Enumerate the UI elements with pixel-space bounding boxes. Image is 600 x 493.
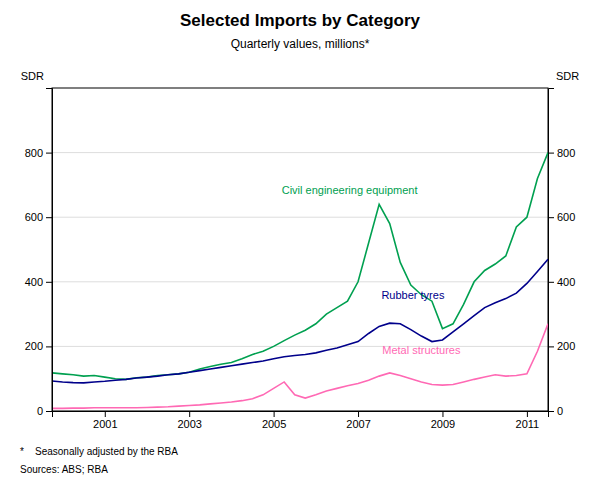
y-axis: 0 200 400 600 800 bbox=[25, 89, 53, 418]
series-line bbox=[52, 153, 548, 380]
series-line bbox=[52, 259, 548, 383]
annotation: Rubber tyres bbox=[381, 289, 444, 301]
y2-axis-label: SDR bbox=[556, 70, 579, 82]
tick-mark bbox=[46, 153, 52, 154]
grid bbox=[52, 153, 548, 411]
annotations: Civil engineering equipment Rubber tyres M… bbox=[282, 184, 461, 356]
y2-axis: 0 200 400 600 800 bbox=[548, 89, 575, 418]
tick: 2009 bbox=[431, 411, 455, 430]
tick: 400 bbox=[25, 276, 52, 288]
tick-label: 0 bbox=[37, 405, 43, 417]
footnote: Sources: ABS; RBA bbox=[20, 464, 108, 475]
footnote: * Seasonally adjusted by the RBA bbox=[20, 446, 178, 457]
tick-label: 2009 bbox=[431, 418, 455, 430]
tick: 2001 bbox=[93, 411, 117, 430]
tick: 0 bbox=[548, 405, 563, 417]
lines bbox=[52, 153, 548, 409]
grid-line bbox=[52, 346, 548, 347]
tick-mark bbox=[548, 282, 554, 283]
tick: 2007 bbox=[346, 411, 370, 430]
x-axis: 2001 2003 2005 2007 2009 2011 bbox=[53, 411, 549, 430]
tick-label: 200 bbox=[557, 340, 575, 352]
tick-mark bbox=[548, 346, 554, 347]
tick: 2003 bbox=[177, 411, 201, 430]
tick: 200 bbox=[25, 340, 52, 352]
tick-label: 400 bbox=[25, 276, 43, 288]
plot: 2001 2003 2005 2007 2009 2011 0 200 400 600 800 0 20… bbox=[21, 70, 580, 430]
tick: 2011 bbox=[516, 411, 540, 430]
tick: 2005 bbox=[262, 411, 286, 430]
tick: 600 bbox=[25, 211, 52, 223]
tick: 800 bbox=[548, 147, 575, 159]
tick-mark bbox=[105, 411, 106, 417]
tick-label: 200 bbox=[25, 340, 43, 352]
tick-mark bbox=[548, 153, 554, 154]
tick-mark bbox=[548, 217, 554, 218]
tick-label: 800 bbox=[25, 147, 43, 159]
tick-mark bbox=[189, 411, 190, 417]
plot-frame bbox=[52, 88, 548, 411]
grid-line bbox=[52, 152, 548, 153]
tick-label: 2001 bbox=[93, 418, 117, 430]
tick-mark bbox=[46, 346, 52, 347]
annotation: Civil engineering equipment bbox=[282, 184, 418, 196]
tick-mark bbox=[46, 217, 52, 218]
grid-line bbox=[52, 217, 548, 218]
tick-mark bbox=[527, 411, 528, 417]
series-line bbox=[52, 324, 548, 409]
tick-label: 600 bbox=[557, 211, 575, 223]
tick-mark bbox=[358, 411, 359, 417]
tick: 400 bbox=[548, 276, 575, 288]
axis-line bbox=[46, 89, 53, 412]
annotation: Metal structures bbox=[382, 344, 461, 356]
tick-mark bbox=[46, 282, 52, 283]
tick-label: 600 bbox=[25, 211, 43, 223]
tick-mark bbox=[442, 411, 443, 417]
axis-line bbox=[549, 89, 555, 412]
tick-label: 2007 bbox=[346, 418, 370, 430]
tick-mark bbox=[46, 411, 52, 412]
y-axis-label: SDR bbox=[21, 70, 44, 82]
tick: 600 bbox=[548, 211, 575, 223]
tick-label: 2005 bbox=[262, 418, 286, 430]
tick-mark bbox=[548, 411, 554, 412]
tick-label: 400 bbox=[557, 276, 575, 288]
tick: 200 bbox=[548, 340, 575, 352]
tick-label: 800 bbox=[557, 147, 575, 159]
subtitle: Quarterly values, millions* bbox=[231, 37, 370, 51]
tick-mark bbox=[274, 411, 275, 417]
tick: 800 bbox=[25, 147, 52, 159]
tick-label: 2011 bbox=[516, 418, 540, 430]
axis-line bbox=[53, 412, 549, 418]
title: Selected Imports by Category bbox=[180, 11, 421, 30]
chart: Selected Imports by Category Quarterly va… bbox=[0, 0, 600, 493]
tick-label: 0 bbox=[557, 405, 563, 417]
tick: 0 bbox=[37, 405, 52, 417]
tick-label: 2003 bbox=[177, 418, 201, 430]
